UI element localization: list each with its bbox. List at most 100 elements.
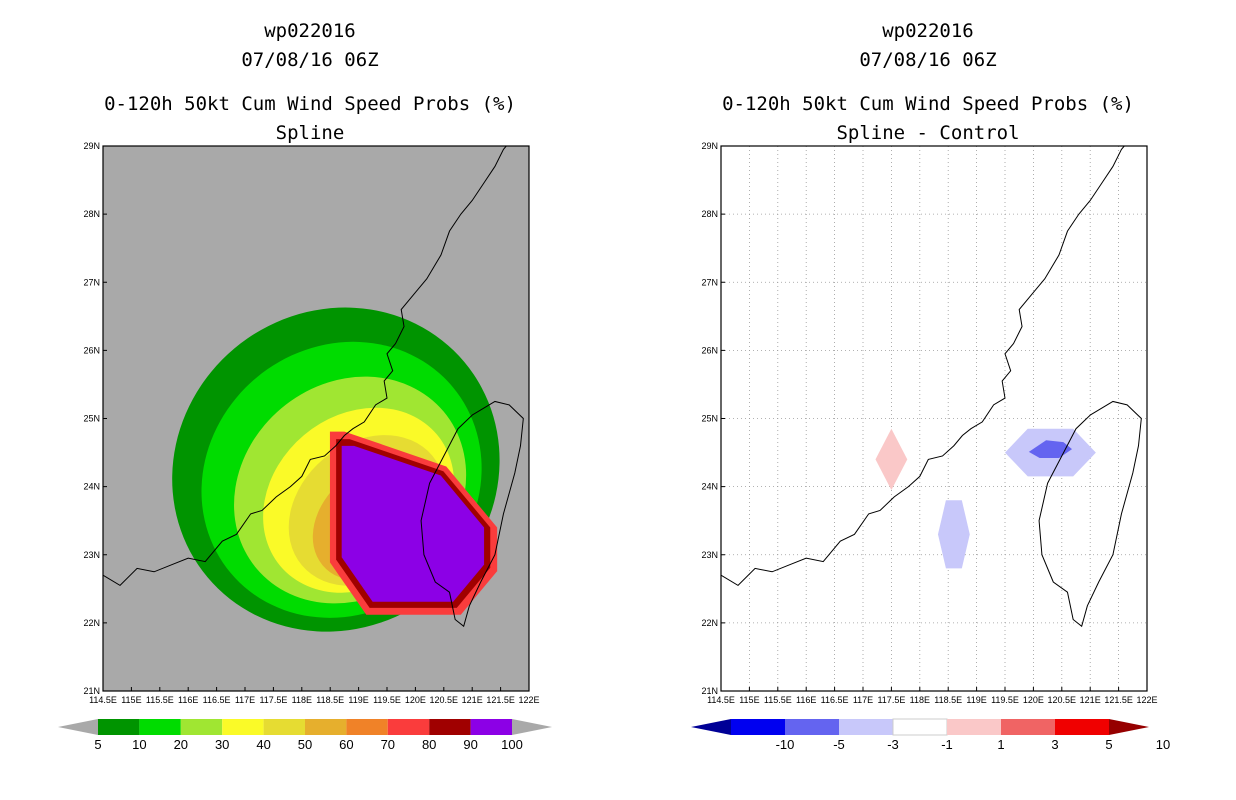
left-y-tick-label: 22N <box>83 618 100 628</box>
right-x-tick-label: 120.5E <box>1048 695 1077 705</box>
left-x-tick-label: 119.5E <box>373 695 401 705</box>
right-title-product: 0-120h 50kt Cum Wind Speed Probs (%) <box>722 93 1134 115</box>
right-x-tick-label: 118.5E <box>934 695 962 705</box>
left-colorbar-low-arrow <box>58 719 98 735</box>
right-y-tick-label: 28N <box>701 209 718 219</box>
right-colorbar-swatch <box>1055 719 1109 735</box>
left-colorbar: 5 10 20 30 40 50 60 70 80 90 100 <box>58 719 552 752</box>
taiwan-coastline <box>1038 400 1142 628</box>
right-x-tick-label: 121.5E <box>1104 695 1133 705</box>
left-y-tick-label: 23N <box>83 550 100 560</box>
left-x-tick-label: 117.5E <box>259 695 287 705</box>
right-x-tick-label: 116E <box>796 695 816 705</box>
left-x-tick-label: 115.5E <box>146 695 174 705</box>
left-colorbar-swatch <box>98 719 140 735</box>
left-y-tick-label: 27N <box>83 277 100 287</box>
right-x-tick-label: 117E <box>853 695 873 705</box>
right-colorbar-high-arrow <box>1109 719 1149 735</box>
left-x-tick-label: 121E <box>462 695 483 705</box>
left-x-tick-label: 115E <box>121 695 141 705</box>
left-title-time: 07/08/16 06Z <box>241 49 378 71</box>
right-x-tick-label: 115E <box>739 695 759 705</box>
right-colorbar-swatch <box>785 719 839 735</box>
right-x-tick-label: 122E <box>1136 695 1157 705</box>
left-coastline-icon <box>103 146 524 628</box>
left-colorbar-label: 40 <box>256 737 270 752</box>
right-y-tick-label: 25N <box>701 414 718 424</box>
left-colorbar-label: 90 <box>463 737 477 752</box>
left-colorbar-swatch <box>305 719 347 735</box>
right-colorbar-label: -5 <box>833 737 845 752</box>
right-colorbar-low-arrow <box>691 719 731 735</box>
right-y-tick-label: 24N <box>701 482 718 492</box>
left-colorbar-high-arrow <box>512 719 552 735</box>
right-title-storm: wp022016 <box>882 20 974 42</box>
left-colorbar-swatch <box>470 719 512 735</box>
right-x-tick-label: 119.5E <box>991 695 1019 705</box>
left-colorbar-swatch <box>387 719 430 735</box>
anomaly-region-0 <box>875 428 908 491</box>
left-colorbar-label: 100 <box>501 737 523 752</box>
left-colorbar-label: 80 <box>422 737 436 752</box>
left-colorbar-label: 5 <box>94 737 101 752</box>
right-colorbar: -10 -5 -3 -1 1 3 5 10 <box>691 718 1170 752</box>
left-x-tick-label: 116.5E <box>203 695 231 705</box>
prob-core-100 <box>347 452 478 596</box>
right-x-tick-label: 115.5E <box>764 695 792 705</box>
right-x-tick-label: 120E <box>1023 695 1044 705</box>
right-colorbar-swatch <box>1001 719 1055 735</box>
right-x-tick-label: 119E <box>966 695 986 705</box>
right-x-tick-label: 118E <box>910 695 930 705</box>
left-x-tick-label: 122E <box>518 695 539 705</box>
right-colorbar-label: 10 <box>1156 737 1170 752</box>
left-x-tick-label: 121.5E <box>486 695 515 705</box>
mainland-coastline <box>103 146 507 587</box>
anomaly-region-1 <box>937 500 970 569</box>
left-colorbar-swatch <box>346 719 388 735</box>
left-colorbar-label: 70 <box>381 737 395 752</box>
taiwan-coastline <box>420 400 524 628</box>
right-x-tick-label: 116.5E <box>821 695 849 705</box>
left-colorbar-label: 20 <box>174 737 188 752</box>
left-x-tick-label: 116E <box>178 695 198 705</box>
right-y-tick-label: 26N <box>701 345 718 355</box>
right-map-panel: 114.5E 115E 115.5E 116E 116.5E 117E 117.5E 118E… <box>701 141 1157 705</box>
right-y-tick-label: 23N <box>701 550 718 560</box>
left-x-tick-label: 118.5E <box>316 695 344 705</box>
right-title-time: 07/08/16 06Z <box>859 49 996 71</box>
right-y-tick-label: 22N <box>701 618 718 628</box>
right-coastline-icon <box>721 146 1142 628</box>
right-gridlines <box>721 146 1147 691</box>
left-x-tick-label: 120.5E <box>430 695 459 705</box>
right-colorbar-swatch <box>947 719 1001 735</box>
left-y-tick-label: 21N <box>83 686 100 696</box>
left-map-panel: 114.5E 115E 115.5E 116E 116.5E 117E 117.5E 118E… <box>83 141 539 705</box>
left-y-tick-label: 28N <box>83 209 100 219</box>
right-x-tick-label: 114.5E <box>707 695 735 705</box>
left-colorbar-swatch <box>263 719 305 735</box>
left-x-tick-label: 114.5E <box>89 695 117 705</box>
left-y-tick-label: 24N <box>83 482 100 492</box>
left-colorbar-swatch <box>180 719 223 735</box>
left-x-tick-label: 120E <box>405 695 426 705</box>
left-x-tick-label: 119E <box>348 695 368 705</box>
right-colorbar-label: -3 <box>887 737 899 752</box>
left-y-tick-label: 29N <box>83 141 100 151</box>
right-y-tick-label: 21N <box>701 686 718 696</box>
left-colorbar-label: 30 <box>215 737 229 752</box>
left-colorbar-swatch <box>222 719 264 735</box>
right-colorbar-swatch <box>731 719 785 735</box>
right-colorbar-swatch <box>892 718 948 736</box>
left-y-tick-label: 26N <box>83 345 100 355</box>
right-colorbar-label: 5 <box>1105 737 1112 752</box>
left-y-tick-label: 25N <box>83 414 100 424</box>
right-x-tick-label: 117.5E <box>877 695 905 705</box>
left-colorbar-label: 50 <box>298 737 312 752</box>
right-y-tick-label: 29N <box>701 141 718 151</box>
right-colorbar-label: 1 <box>997 737 1004 752</box>
right-colorbar-swatch <box>839 719 893 735</box>
left-title-product: 0-120h 50kt Cum Wind Speed Probs (%) <box>104 93 516 115</box>
right-colorbar-label: -10 <box>776 737 795 752</box>
left-title-storm: wp022016 <box>264 20 356 42</box>
